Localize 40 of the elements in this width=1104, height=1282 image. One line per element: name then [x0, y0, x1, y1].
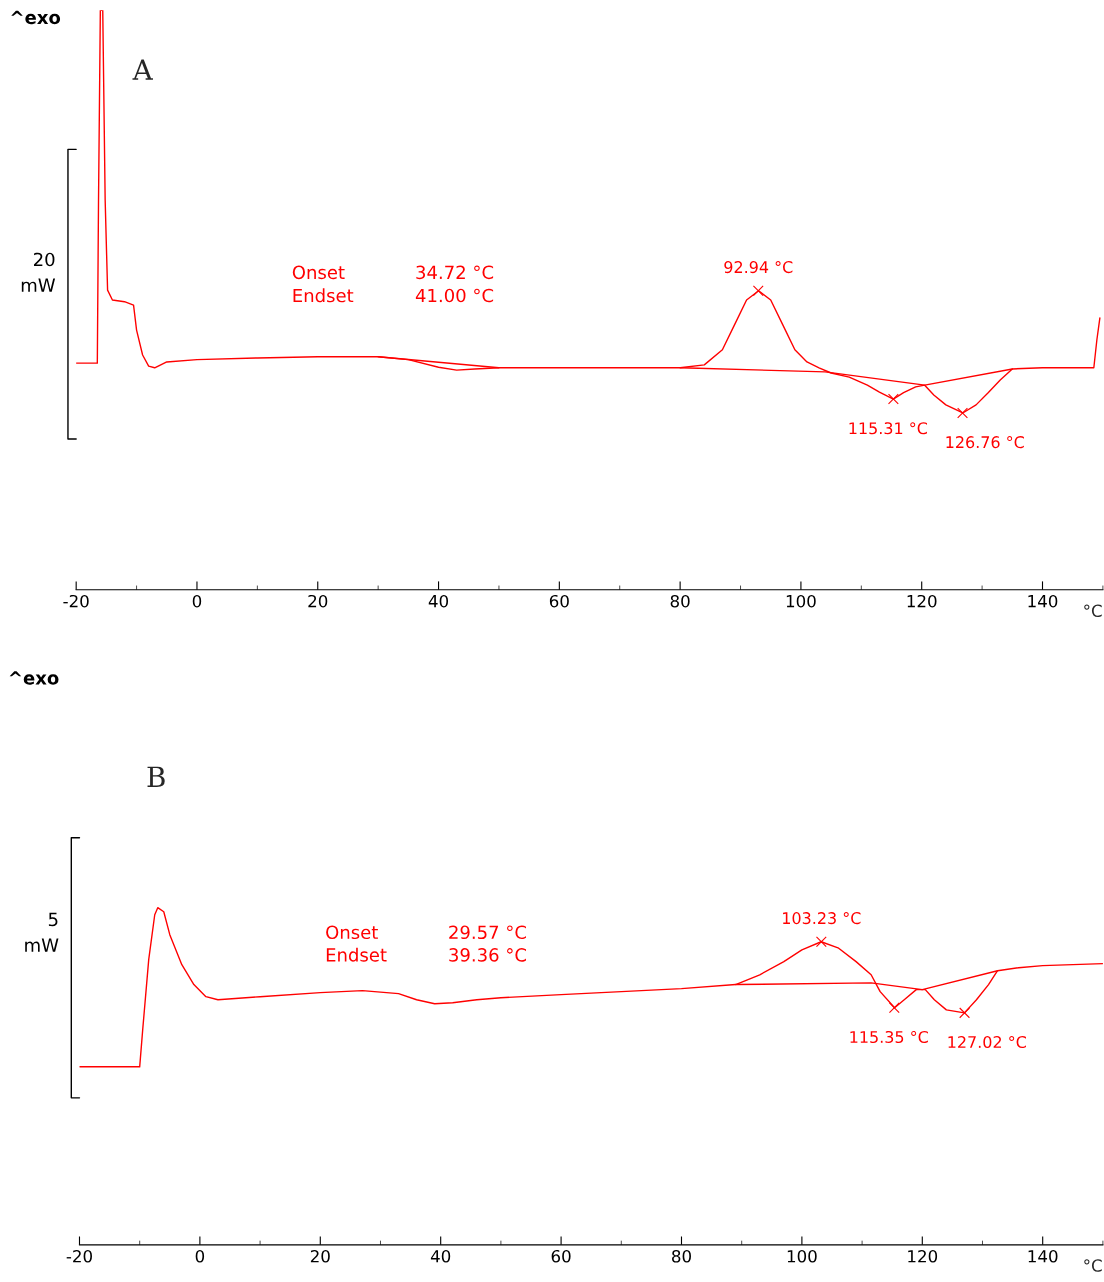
x-tick-label: -20	[66, 1249, 92, 1263]
annotation: Endset	[293, 288, 354, 303]
x-tick-label: 0	[195, 1249, 205, 1263]
annotation: 103.23 °C	[783, 912, 861, 925]
annotation: 41.00 °C	[415, 288, 494, 303]
text: A	[132, 59, 153, 80]
x-tick-label: 40	[430, 1249, 451, 1263]
text: 20 mW	[21, 252, 56, 292]
x-tick-label: 140	[1028, 1249, 1058, 1263]
x-axis-title: °C	[1084, 1259, 1102, 1272]
x-tick-label: 120	[907, 594, 937, 608]
x-tick-label: 120	[908, 1249, 938, 1263]
annotation: 115.35 °C	[850, 1030, 928, 1044]
annotation: Onset	[326, 925, 378, 940]
text: 5 mW	[25, 912, 59, 952]
x-tick-label: 100	[786, 594, 816, 608]
annotation: 39.36 °C	[449, 948, 526, 962]
annotation: Onset	[292, 265, 345, 280]
x-tick-label: 20	[308, 594, 328, 608]
annotation: 92.94 °C	[724, 261, 793, 274]
x-tick-label: 80	[672, 1249, 691, 1263]
x-tick-label: 40	[428, 594, 449, 608]
annotation: 115.31 °C	[849, 422, 928, 435]
annotation: 126.76 °C	[946, 436, 1024, 449]
text: ^exo	[9, 671, 59, 685]
text: ^exo	[11, 10, 61, 25]
x-tick-label: 60	[551, 1249, 571, 1263]
annotation: 29.57 °C	[449, 925, 526, 940]
x-tick-label: 80	[670, 594, 690, 608]
x-tick-label: 20	[310, 1249, 330, 1263]
annotation: 34.72 °C	[416, 265, 494, 280]
x-tick-label: 140	[1028, 594, 1058, 608]
chart-title: B	[147, 766, 165, 787]
x-tick-label: -20	[63, 594, 89, 608]
x-tick-label: 60	[549, 594, 569, 608]
x-tick-label: 0	[192, 594, 202, 608]
x-axis-title: °C	[1084, 604, 1102, 618]
x-tick-label: 100	[787, 1249, 817, 1263]
annotation: 127.02 °C	[948, 1035, 1026, 1049]
annotation: Endset	[326, 947, 387, 962]
